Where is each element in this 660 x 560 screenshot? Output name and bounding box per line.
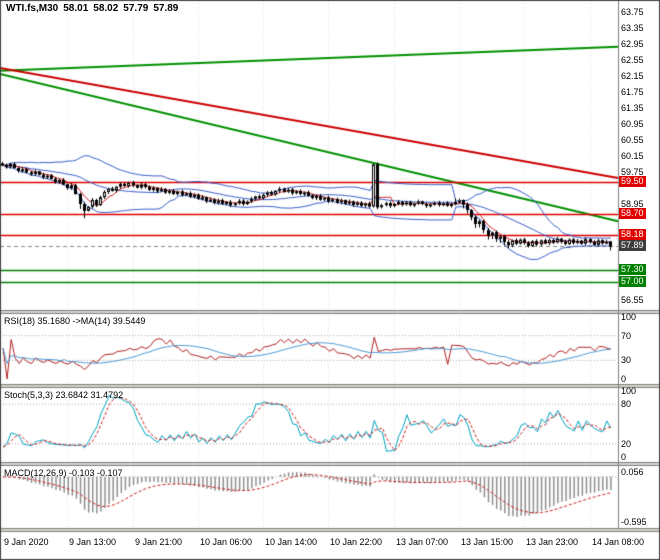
chart-header: WTI.fs,M30 58.01 58.02 57.79 57.89 (6, 3, 183, 14)
price-tick-label: 61.35 (621, 103, 644, 113)
price-tick-label: 62.15 (621, 71, 644, 81)
time-label: 9 Jan 2020 (4, 537, 49, 547)
price-tick-label: 60.15 (621, 151, 644, 161)
rsi-axis-label: 70 (621, 330, 632, 341)
macd-axis-min-label: -0.595 (621, 517, 647, 527)
stoch-axis-label: 100 (621, 386, 637, 396)
price-tick-label: 56.55 (621, 295, 644, 305)
time-label: 10 Jan 06:00 (200, 537, 253, 547)
rsi-axis-label: 100 (621, 312, 637, 322)
time-label: 13 Jan 23:00 (526, 537, 579, 547)
price-tick-label: 62.55 (621, 55, 644, 65)
level-price-label: 58.70 (619, 208, 646, 219)
open-value: 58.01 (63, 3, 89, 14)
level-price-label: 57.30 (619, 264, 646, 275)
stoch-indicator-header: Stoch(5,3,3) 23.6842 31.4792 (4, 390, 124, 400)
price-tick-label: 60.95 (621, 119, 644, 129)
symbol-period-label: WTI.fs,M30 (6, 3, 59, 14)
time-label: 9 Jan 13:00 (69, 537, 117, 547)
price-tick-label: 60.55 (621, 135, 644, 145)
price-tick-label: 62.95 (621, 39, 644, 49)
low-value: 57.79 (123, 3, 149, 14)
rsi-axis-label: 30 (621, 355, 632, 366)
time-label: 10 Jan 14:00 (265, 537, 318, 547)
time-label: 9 Jan 21:00 (135, 537, 183, 547)
price-tick-label: 63.75 (621, 7, 644, 17)
time-label: 13 Jan 07:00 (396, 537, 449, 547)
high-value: 58.02 (93, 3, 119, 14)
stoch-axis-label: 0 (621, 452, 627, 462)
close-value: 57.89 (153, 3, 179, 14)
rsi-axis-label: 0 (621, 374, 627, 384)
level-price-label: 58.18 (619, 228, 646, 240)
bid-price-label: 57.89 (619, 240, 646, 252)
macd-axis-max-label: 0.056 (621, 467, 644, 477)
price-tick-label: 63.35 (621, 23, 644, 33)
rsi-indicator-header: RSI(18) 35.1680 ->MA(14) 39.5449 (4, 316, 146, 326)
time-label: 14 Jan 08:00 (592, 537, 645, 547)
stoch-axis-label: 80 (621, 399, 632, 410)
price-tick-label: 58.95 (621, 199, 644, 209)
stoch-axis-label: 20 (621, 438, 632, 449)
price-tick-label: 59.75 (621, 167, 644, 177)
level-price-label: 59.50 (619, 176, 646, 187)
macd-indicator-header: MACD(12,26,9) -0.103 -0.107 (4, 468, 123, 478)
price-tick-label: 61.75 (621, 87, 644, 97)
level-price-label: 57.00 (619, 276, 646, 287)
time-label: 13 Jan 15:00 (461, 537, 514, 547)
time-label: 10 Jan 22:00 (330, 537, 383, 547)
